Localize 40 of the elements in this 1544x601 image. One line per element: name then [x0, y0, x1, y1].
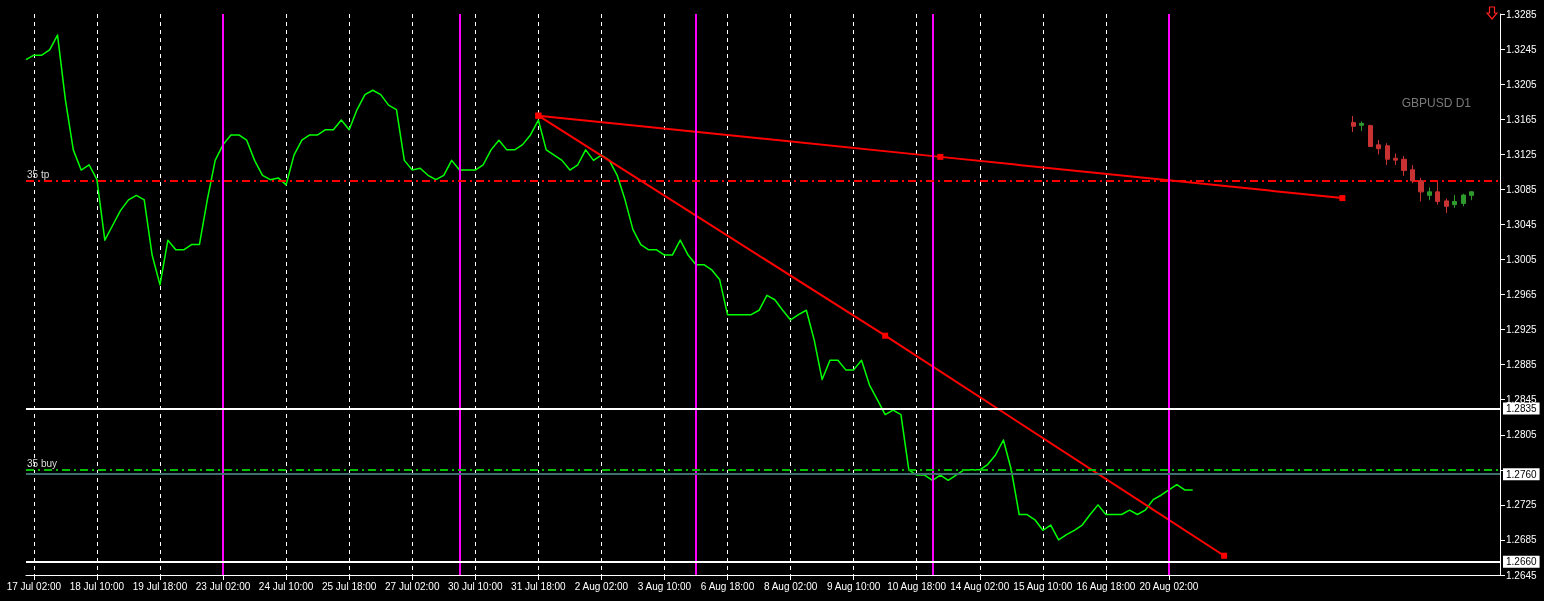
y-tick-label: 1.3285 [1506, 8, 1538, 20]
ref-line-label: 35 tp [27, 169, 50, 181]
y-tick-label: 1.3005 [1506, 253, 1538, 265]
y-tick-label: 1.2965 [1506, 289, 1538, 300]
ref-line-label: 1.2835 [1506, 402, 1538, 414]
y-tick-label: 1.3085 [1506, 183, 1538, 195]
chart-title: GBPUSD D1 [1401, 96, 1472, 110]
x-tick-label: 6 Aug 18:00 [700, 580, 755, 592]
y-tick-label: 1.2805 [1506, 429, 1538, 441]
x-tick-label: 15 Aug 10:00 [1013, 580, 1073, 592]
x-tick-label: 9 Aug 10:00 [826, 580, 881, 592]
x-tick-label: 14 Aug 02:00 [950, 580, 1010, 592]
x-tick-label: 30 Jul 10:00 [448, 580, 503, 592]
x-tick-label: 10 Aug 18:00 [887, 580, 947, 592]
ref-line-label: 1.2660 [1506, 556, 1538, 568]
x-tick-label: 3 Aug 10:00 [637, 580, 692, 592]
x-tick-label: 2 Aug 02:00 [574, 580, 629, 592]
ref-line-label: 35 buy [27, 458, 58, 470]
y-tick-label: 1.3125 [1506, 148, 1538, 160]
x-tick-label: 23 Jul 02:00 [195, 580, 251, 592]
y-tick-label: 1.3245 [1506, 43, 1538, 55]
x-tick-label: 8 Aug 02:00 [763, 580, 818, 592]
y-tick-label: 1.3205 [1506, 78, 1538, 90]
x-tick-label: 16 Aug 18:00 [1076, 580, 1136, 592]
x-tick-label: 20 Aug 02:00 [1139, 580, 1199, 592]
y-tick-label: 1.2685 [1506, 534, 1538, 546]
x-tick-label: 18 Jul 10:00 [69, 580, 125, 592]
x-tick-label: 24 Jul 10:00 [258, 580, 314, 592]
y-tick-label: 1.2925 [1506, 324, 1538, 336]
y-tick-label: 1.2645 [1506, 569, 1538, 581]
y-tick-label: 1.3165 [1506, 113, 1538, 125]
x-tick-label: 25 Jul 18:00 [321, 580, 377, 592]
x-tick-label: 27 Jul 02:00 [384, 580, 440, 592]
y-tick-label: 1.2885 [1506, 359, 1538, 371]
x-tick-label: 19 Jul 18:00 [132, 580, 188, 592]
y-tick-label: 1.2725 [1506, 499, 1538, 511]
y-tick-label: 1.3045 [1506, 218, 1538, 230]
x-tick-label: 17 Jul 02:00 [6, 580, 62, 592]
ref-line-label: 1.2760 [1506, 468, 1538, 480]
x-tick-label: 31 Jul 18:00 [511, 580, 567, 592]
